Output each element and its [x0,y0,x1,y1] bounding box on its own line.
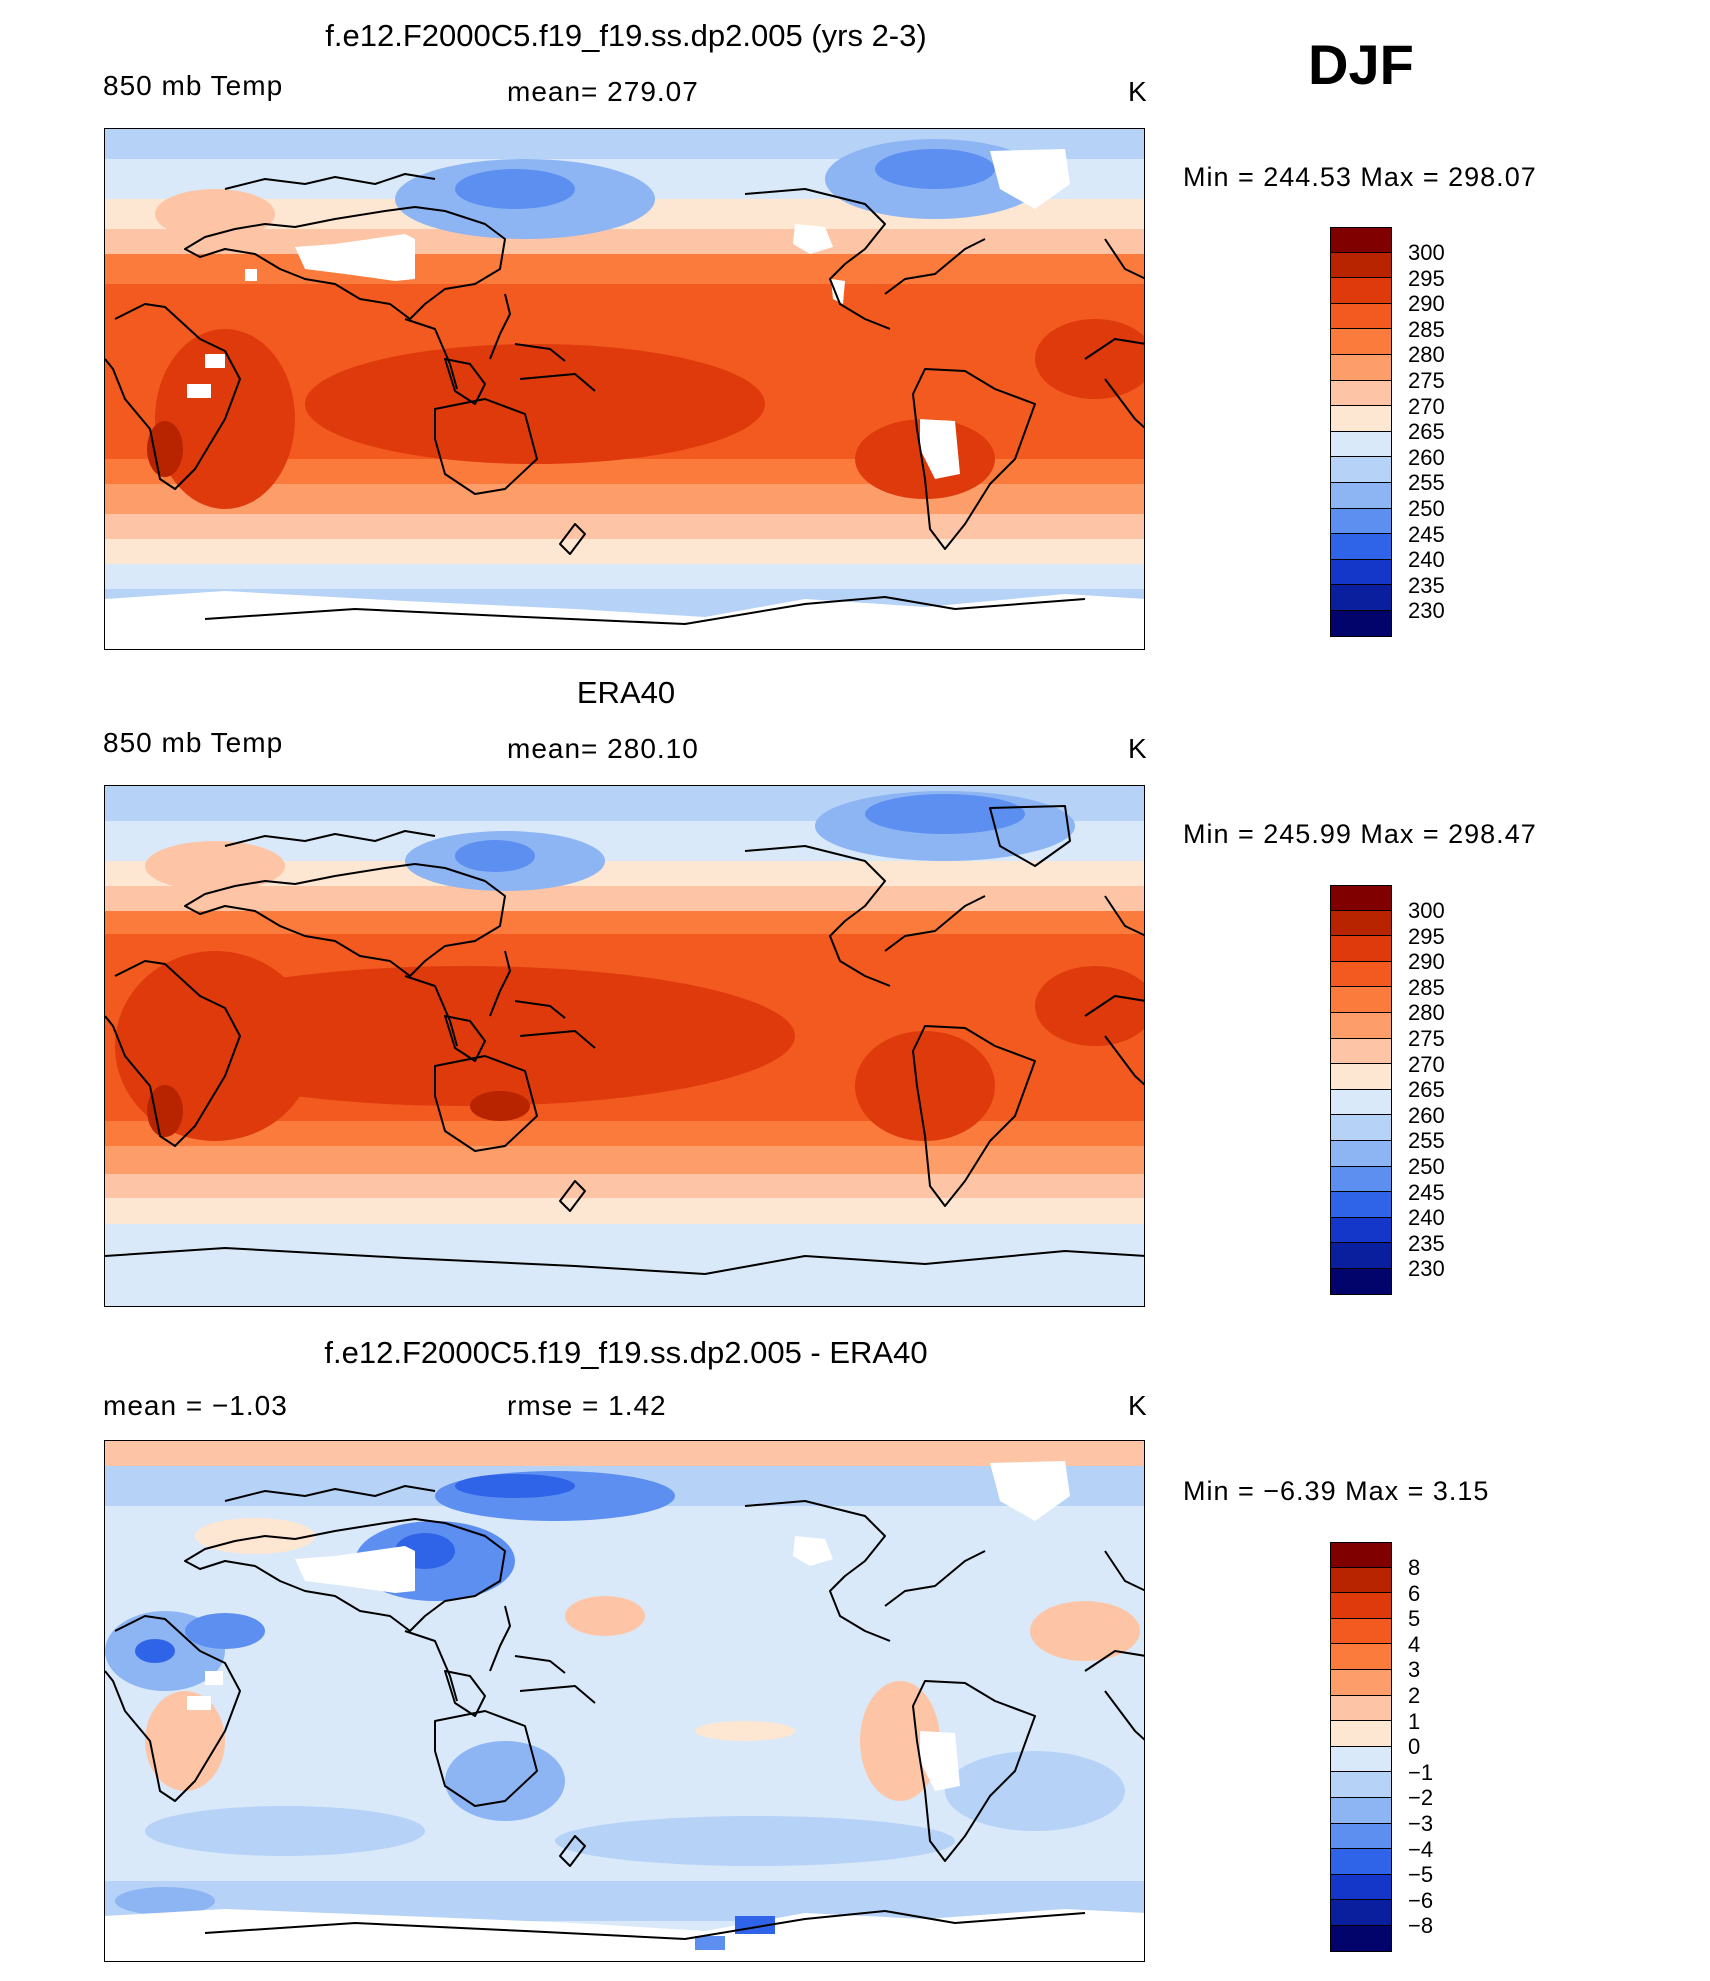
panel1-left-label: 850 mb Temp [103,70,284,101]
cbar1-label: 280 [1408,342,1445,368]
cbar2-label: 250 [1408,1154,1445,1179]
panel3-title: f.e12.F2000C5.f19_f19.ss.dp2.005 - ERA40 [324,1335,928,1370]
cbar2-label: 270 [1408,1051,1445,1077]
cbar3-label: 1 [1408,1708,1421,1734]
cbar3-label: 8 [1408,1555,1421,1580]
cbar3-label: 6 [1408,1580,1421,1606]
cbar2-label: 255 [1408,1128,1445,1154]
cbar2-label: 285 [1408,974,1445,1000]
cbar1-label: 285 [1408,316,1445,342]
cbar1-label: 270 [1408,393,1445,419]
panel2-minmax: Min = 245.99 Max = 298.47 [1183,819,1537,849]
panel2-units: K [1128,733,1148,764]
cbar1-label: 295 [1408,265,1445,291]
cbar3-label: 4 [1408,1631,1421,1657]
cbar3-label: −8 [1408,1913,1434,1939]
cbar1-label: 265 [1408,419,1445,445]
panel1-minmax: Min = 244.53 Max = 298.07 [1183,162,1537,192]
panel3-units: K [1128,1390,1148,1421]
coastlines [105,173,1144,625]
panel1-mean-label: mean= 279.07 [507,76,699,107]
cbar3-label: −5 [1408,1862,1434,1888]
cbar1-label: 230 [1408,598,1445,624]
cbar3-label: 0 [1408,1734,1421,1760]
cbar2-label: 245 [1408,1179,1445,1205]
cbar2-label: 295 [1408,923,1445,949]
panel1-map-svg [105,129,1144,649]
cbar3-label: 5 [1408,1606,1421,1632]
cbar3-label: 3 [1408,1657,1421,1683]
panel1-units: K [1128,76,1148,107]
cbar3-label: 2 [1408,1683,1421,1708]
cbar2-label: 290 [1408,949,1445,975]
cbar1-label: 250 [1408,496,1445,521]
panel3-minmax: Min = −6.39 Max = 3.15 [1183,1476,1490,1506]
coastlines [105,1485,1144,1940]
panel1-title: f.e12.F2000C5.f19_f19.ss.dp2.005 (yrs 2-… [325,18,927,53]
cbar3-label: −1 [1408,1759,1434,1785]
cbar1-label: 240 [1408,547,1445,573]
cbar1-label: 275 [1408,368,1445,393]
coastlines [105,805,1144,1275]
panel2-left-label: 850 mb Temp [103,727,284,758]
cbar2-label: 235 [1408,1230,1445,1256]
cbar2-label: 265 [1408,1077,1445,1103]
cbar1-label: 290 [1408,291,1445,317]
cbar2-label: 230 [1408,1256,1445,1282]
cbar3-label: −6 [1408,1887,1434,1913]
panel2-mean-label: mean= 280.10 [507,733,699,764]
panel3-map [104,1440,1145,1962]
season-label: DJF [1308,33,1414,96]
panel2-map-svg [105,786,1144,1306]
cbar2-label: 280 [1408,1000,1445,1026]
panel3-rmse-label: rmse = 1.42 [507,1390,667,1421]
cbar1-label: 300 [1408,240,1445,265]
cbar3-label: −2 [1408,1785,1434,1811]
panel3-map-svg [105,1441,1144,1961]
cbar2-label: 260 [1408,1102,1445,1128]
panel2-map [104,785,1145,1307]
cbar3-label: −3 [1408,1811,1434,1836]
panel2-title: ERA40 [576,675,676,710]
cbar1-label: 235 [1408,572,1445,598]
cbar3-label: −4 [1408,1836,1434,1862]
cbar1-label: 245 [1408,521,1445,547]
panel1-map [104,128,1145,650]
panel3-mean-label: mean = −1.03 [103,1390,288,1421]
cbar1-label: 260 [1408,444,1445,470]
cbar1-label: 255 [1408,470,1445,496]
cbar2-label: 300 [1408,898,1445,923]
cbar2-label: 240 [1408,1205,1445,1231]
cbar2-label: 275 [1408,1026,1445,1051]
